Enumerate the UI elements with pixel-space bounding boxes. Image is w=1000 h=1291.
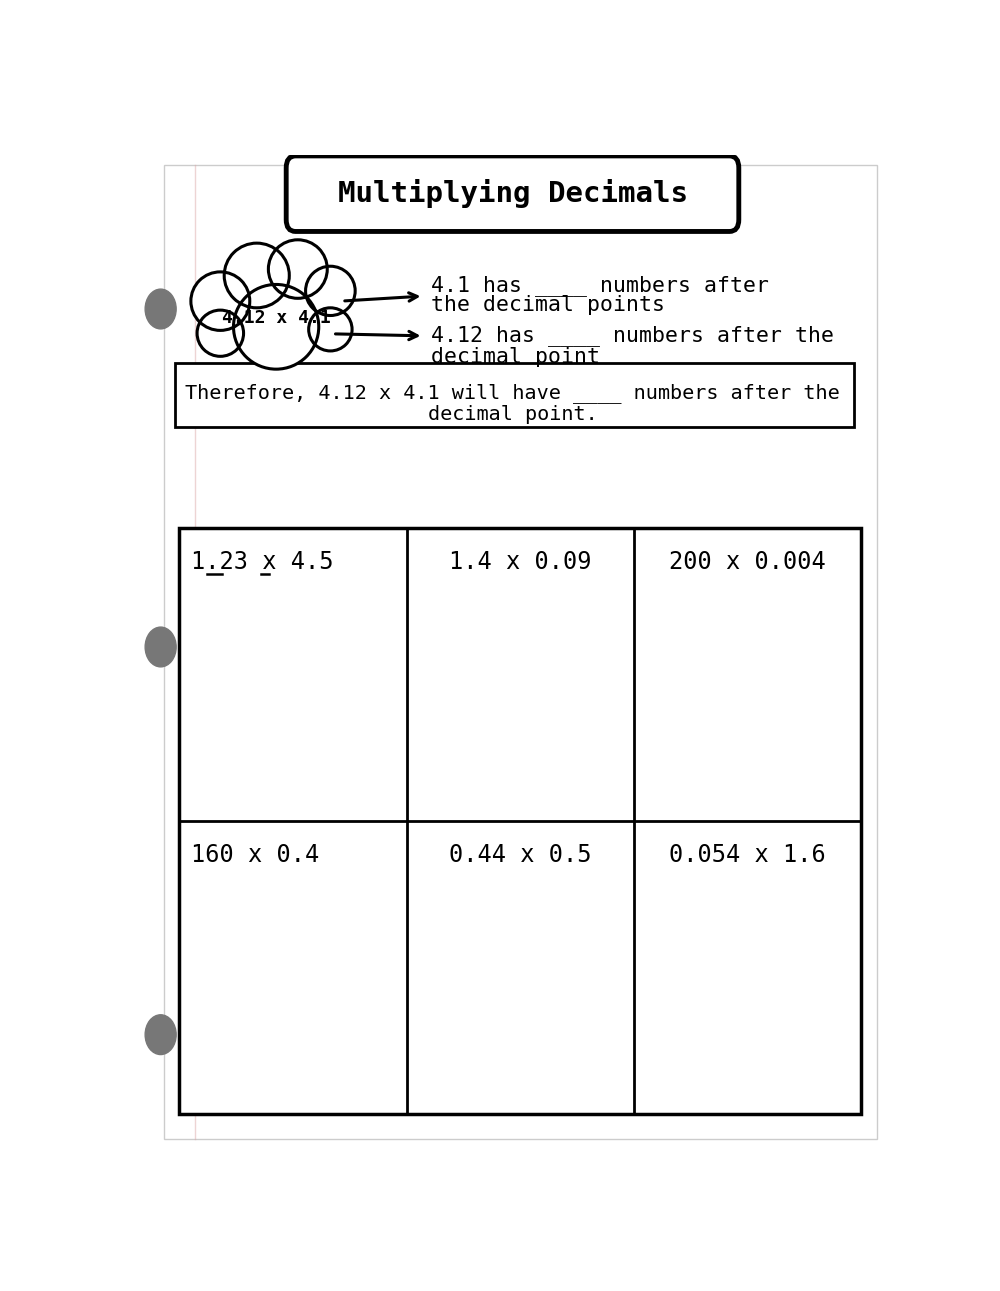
- Text: Multiplying Decimals: Multiplying Decimals: [338, 179, 688, 208]
- Text: Therefore, 4.12 x 4.1 will have ____ numbers after the: Therefore, 4.12 x 4.1 will have ____ num…: [185, 383, 840, 404]
- Circle shape: [145, 289, 176, 329]
- Bar: [175, 363, 854, 427]
- Text: 1.4 x 0.09: 1.4 x 0.09: [449, 550, 592, 573]
- Ellipse shape: [191, 272, 250, 330]
- Text: decimal point: decimal point: [431, 347, 600, 367]
- Ellipse shape: [309, 307, 352, 351]
- Bar: [179, 528, 861, 1114]
- FancyBboxPatch shape: [286, 156, 739, 231]
- Text: 0.054 x 1.6: 0.054 x 1.6: [669, 843, 826, 866]
- Text: 4.12 x 4.1: 4.12 x 4.1: [222, 309, 330, 327]
- Circle shape: [145, 1015, 176, 1055]
- Ellipse shape: [197, 310, 244, 356]
- Ellipse shape: [268, 240, 327, 298]
- Text: 0.44 x 0.5: 0.44 x 0.5: [449, 843, 592, 866]
- Ellipse shape: [306, 266, 355, 315]
- Text: the decimal points: the decimal points: [431, 296, 665, 315]
- Ellipse shape: [234, 284, 319, 369]
- Text: 160 x 0.4: 160 x 0.4: [191, 843, 319, 866]
- Text: 1.23 x 4.5: 1.23 x 4.5: [191, 550, 333, 573]
- Ellipse shape: [224, 243, 289, 307]
- Circle shape: [145, 627, 176, 667]
- Text: 4.12 has ____ numbers after the: 4.12 has ____ numbers after the: [431, 325, 834, 346]
- Text: 200 x 0.004: 200 x 0.004: [669, 550, 826, 573]
- Text: 4.1 has ____ numbers after: 4.1 has ____ numbers after: [431, 275, 769, 296]
- Text: decimal point.: decimal point.: [428, 405, 597, 423]
